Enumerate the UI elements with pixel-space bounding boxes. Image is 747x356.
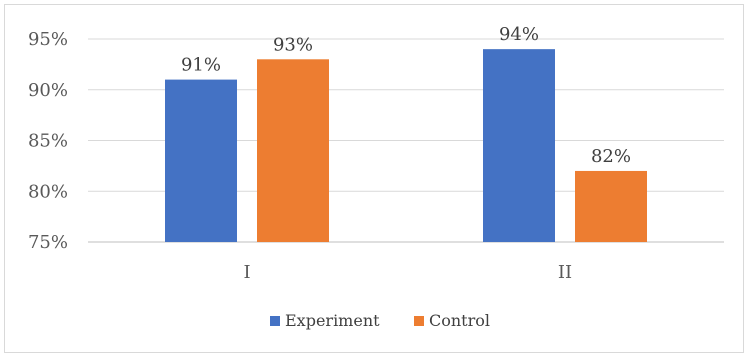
legend-swatch-control [414,316,424,326]
bar-experiment-i [165,79,237,242]
y-tick-label: 75% [28,232,68,253]
x-tick-label: II [558,262,572,283]
y-tick-label: 85% [28,131,68,152]
y-axis-ticks: 75% 80% 85% 90% 95% [28,29,68,253]
bar-control-i [257,59,329,242]
legend: Experiment Control [270,311,490,330]
bar-control-ii [575,170,647,242]
x-tick-label: I [243,262,250,283]
legend-label-experiment: Experiment [285,311,380,330]
data-label: 93% [273,34,313,55]
data-label: 94% [499,24,539,45]
legend-label-control: Control [429,311,490,330]
y-tick-label: 95% [28,29,68,50]
y-tick-label: 80% [28,181,68,202]
data-label: 82% [591,146,631,167]
y-tick-label: 90% [28,80,68,101]
data-label: 91% [181,55,221,76]
data-labels: 91% 93% 94% 82% [181,24,631,167]
legend-swatch-experiment [270,316,280,326]
bars [165,49,647,243]
bar-experiment-ii [483,49,555,243]
x-axis-ticks: I II [243,262,572,283]
